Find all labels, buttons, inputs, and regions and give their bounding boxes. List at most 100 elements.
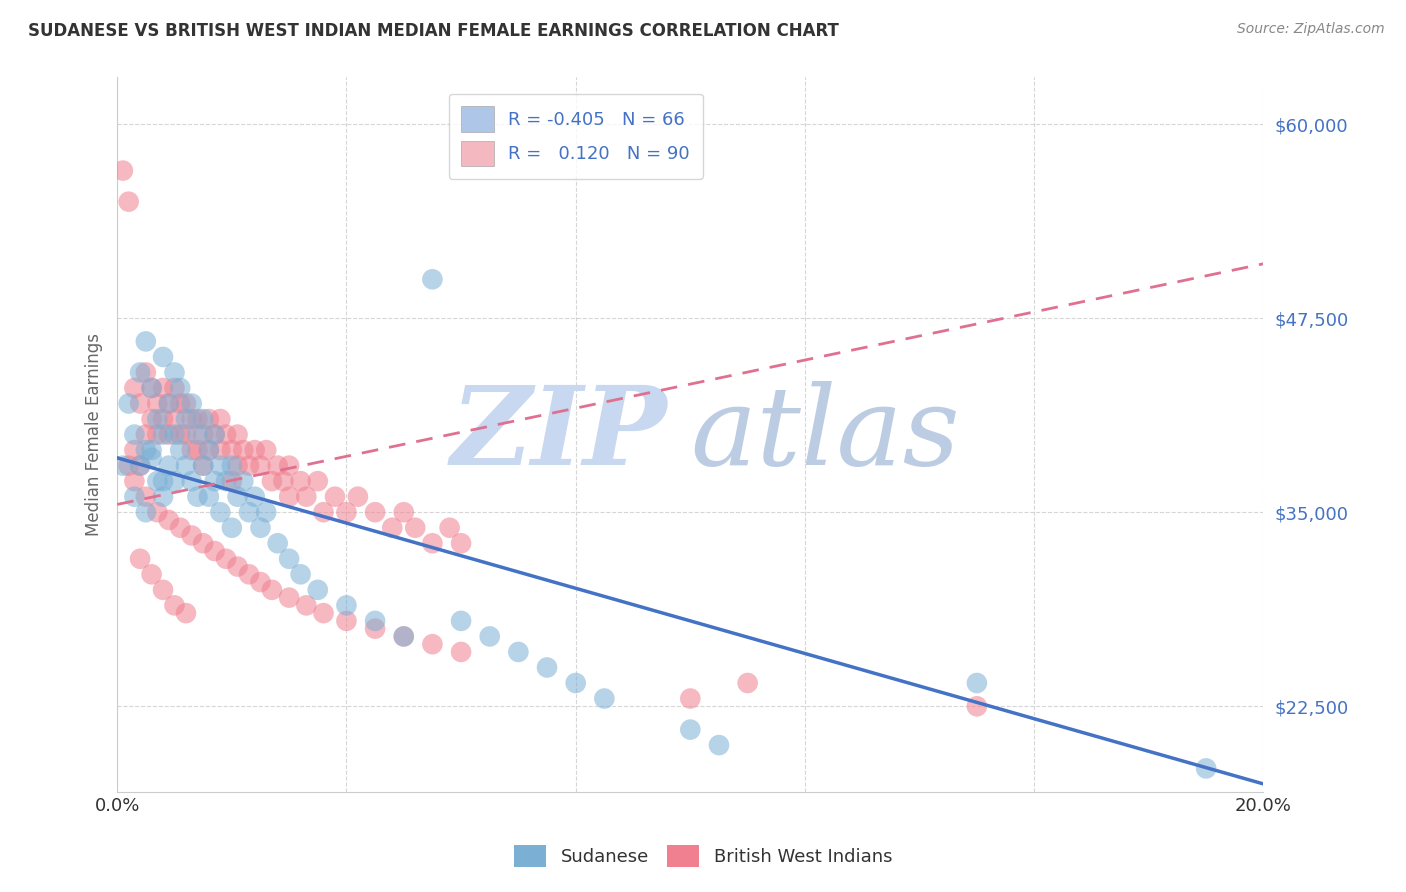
- Point: [186, 412, 208, 426]
- Point: [226, 490, 249, 504]
- Point: [111, 163, 134, 178]
- Point: [204, 427, 226, 442]
- Point: [135, 427, 157, 442]
- Point: [163, 427, 186, 442]
- Point: [174, 412, 197, 426]
- Point: [152, 350, 174, 364]
- Point: [364, 614, 387, 628]
- Point: [146, 396, 169, 410]
- Point: [564, 676, 586, 690]
- Point: [204, 544, 226, 558]
- Point: [536, 660, 558, 674]
- Point: [307, 582, 329, 597]
- Point: [450, 645, 472, 659]
- Point: [221, 443, 243, 458]
- Point: [204, 474, 226, 488]
- Point: [118, 396, 141, 410]
- Point: [278, 458, 301, 473]
- Point: [191, 458, 214, 473]
- Point: [238, 567, 260, 582]
- Point: [157, 458, 180, 473]
- Point: [422, 536, 444, 550]
- Point: [215, 551, 238, 566]
- Point: [157, 396, 180, 410]
- Point: [174, 458, 197, 473]
- Point: [157, 513, 180, 527]
- Point: [169, 381, 191, 395]
- Point: [152, 490, 174, 504]
- Point: [174, 427, 197, 442]
- Point: [364, 505, 387, 519]
- Point: [249, 458, 271, 473]
- Point: [1195, 761, 1218, 775]
- Point: [260, 474, 283, 488]
- Point: [254, 443, 277, 458]
- Point: [198, 443, 221, 458]
- Point: [135, 334, 157, 349]
- Point: [152, 412, 174, 426]
- Point: [180, 443, 202, 458]
- Point: [593, 691, 616, 706]
- Point: [209, 412, 232, 426]
- Point: [226, 559, 249, 574]
- Point: [232, 474, 254, 488]
- Point: [204, 427, 226, 442]
- Point: [335, 599, 357, 613]
- Point: [392, 629, 415, 643]
- Point: [163, 599, 186, 613]
- Point: [278, 551, 301, 566]
- Point: [966, 699, 988, 714]
- Point: [163, 474, 186, 488]
- Point: [364, 622, 387, 636]
- Point: [135, 505, 157, 519]
- Point: [129, 458, 152, 473]
- Point: [124, 474, 146, 488]
- Point: [249, 521, 271, 535]
- Point: [221, 521, 243, 535]
- Point: [180, 412, 202, 426]
- Point: [266, 458, 288, 473]
- Point: [152, 427, 174, 442]
- Point: [124, 427, 146, 442]
- Point: [129, 551, 152, 566]
- Point: [129, 458, 152, 473]
- Point: [221, 474, 243, 488]
- Point: [186, 490, 208, 504]
- Point: [124, 443, 146, 458]
- Point: [163, 381, 186, 395]
- Point: [152, 474, 174, 488]
- Point: [174, 396, 197, 410]
- Point: [347, 490, 370, 504]
- Point: [129, 396, 152, 410]
- Point: [254, 505, 277, 519]
- Point: [215, 427, 238, 442]
- Point: [118, 194, 141, 209]
- Point: [152, 582, 174, 597]
- Point: [226, 427, 249, 442]
- Point: [238, 505, 260, 519]
- Point: [191, 427, 214, 442]
- Point: [221, 458, 243, 473]
- Point: [124, 490, 146, 504]
- Point: [169, 427, 191, 442]
- Point: [209, 505, 232, 519]
- Point: [209, 458, 232, 473]
- Point: [180, 396, 202, 410]
- Point: [273, 474, 295, 488]
- Point: [157, 427, 180, 442]
- Point: [295, 599, 318, 613]
- Point: [124, 381, 146, 395]
- Point: [278, 591, 301, 605]
- Point: [278, 490, 301, 504]
- Point: [478, 629, 501, 643]
- Point: [243, 490, 266, 504]
- Point: [141, 450, 163, 465]
- Point: [191, 412, 214, 426]
- Point: [422, 272, 444, 286]
- Point: [169, 396, 191, 410]
- Point: [392, 505, 415, 519]
- Point: [966, 676, 988, 690]
- Point: [679, 723, 702, 737]
- Point: [180, 528, 202, 542]
- Point: [226, 458, 249, 473]
